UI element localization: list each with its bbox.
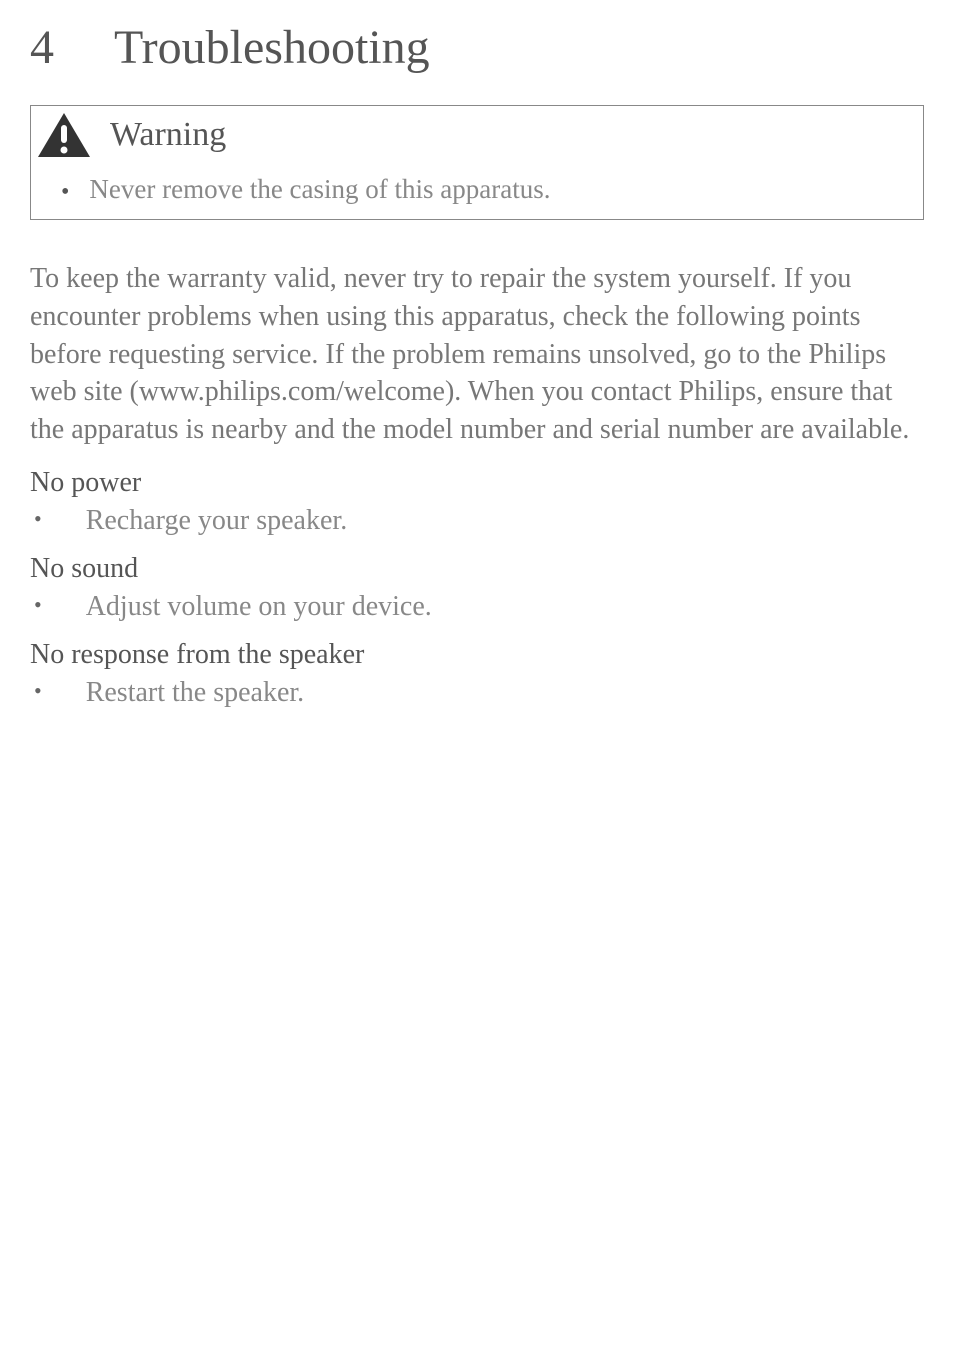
warning-icon — [36, 111, 92, 159]
issue-heading: No power — [30, 467, 924, 499]
warning-box: Warning • Never remove the casing of thi… — [30, 105, 924, 220]
warning-body: • Never remove the casing of this appara… — [31, 164, 923, 219]
issue-bullet: • Adjust volume on your device. — [30, 591, 924, 623]
intro-paragraph: To keep the warranty valid, never try to… — [30, 260, 924, 449]
bullet-dot-icon: • — [34, 591, 42, 620]
issue-heading: No response from the speaker — [30, 639, 924, 671]
issue-section-2: No response from the speaker • Restart t… — [30, 639, 924, 709]
issue-solution: Adjust volume on your device. — [86, 591, 432, 623]
section-title: Troubleshooting — [114, 20, 430, 75]
issue-solution: Restart the speaker. — [86, 677, 304, 709]
issue-section-1: No sound • Adjust volume on your device. — [30, 553, 924, 623]
bullet-dot-icon: • — [61, 180, 69, 204]
warning-header: Warning — [31, 106, 923, 164]
bullet-dot-icon: • — [34, 505, 42, 534]
bullet-dot-icon: • — [34, 677, 42, 706]
issue-section-0: No power • Recharge your speaker. — [30, 467, 924, 537]
issue-bullet: • Recharge your speaker. — [30, 505, 924, 537]
issue-heading: No sound — [30, 553, 924, 585]
issue-solution: Recharge your speaker. — [86, 505, 348, 537]
warning-label: Warning — [110, 116, 226, 154]
warning-bullet-item: • Never remove the casing of this appara… — [61, 174, 903, 205]
warning-text: Never remove the casing of this apparatu… — [89, 174, 550, 205]
issue-bullet: • Restart the speaker. — [30, 677, 924, 709]
section-number: 4 — [30, 20, 54, 75]
page-heading: 4 Troubleshooting — [30, 20, 924, 75]
